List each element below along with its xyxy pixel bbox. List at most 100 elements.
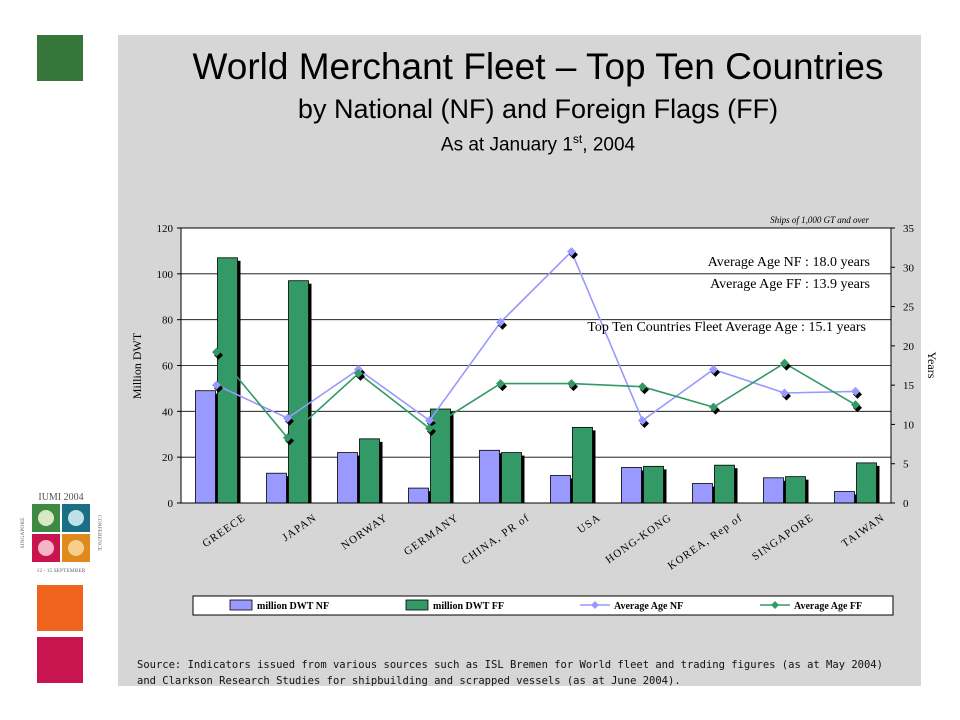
magenta-accent-square xyxy=(37,637,83,683)
bar-ff xyxy=(572,426,593,504)
marker-age-nf xyxy=(709,364,718,374)
y-ticks-right: 0 5 10 15 20 25 30 35 xyxy=(891,223,915,510)
y-tick-label: 0 xyxy=(168,498,174,510)
marker-age-ff xyxy=(354,368,363,378)
annotation-age-ff: Average Age FF : 13.9 years xyxy=(710,277,870,292)
marker-age-ff xyxy=(425,423,434,433)
y2-tick-label: 35 xyxy=(903,223,915,235)
bar-nf xyxy=(621,467,642,504)
legend-marker xyxy=(591,601,599,609)
y-tick-label: 80 xyxy=(162,315,174,327)
x-category-label: NORWAY xyxy=(339,512,390,553)
bar-ff xyxy=(288,280,309,504)
marker-age-nf xyxy=(567,247,576,257)
bar-ff xyxy=(856,462,877,504)
logo-side-text: CONFERENCE xyxy=(96,515,102,552)
y2-tick-label: 25 xyxy=(903,302,915,314)
marker-age-nf xyxy=(851,386,860,396)
legend-swatch xyxy=(405,599,429,611)
bar-ff xyxy=(643,465,664,504)
bar-nf xyxy=(692,483,713,504)
source-line-2: and Clarkson Research Studies for shipbu… xyxy=(137,675,681,687)
y-ticks-left: 0 20 40 60 80 100 120 xyxy=(157,223,181,510)
legend-label: Average Age FF xyxy=(794,601,862,612)
marker-age-ff xyxy=(212,347,221,357)
marker-age-nf xyxy=(283,413,292,423)
legend-label: million DWT NF xyxy=(257,601,329,612)
date-sup: st xyxy=(572,132,583,146)
x-category-label: KOREA, Rep of xyxy=(666,512,745,573)
logo-bottom-text: 12 - 15 SEPTEMBER xyxy=(37,568,86,574)
x-category-label: GERMANY xyxy=(402,512,461,559)
date-prefix: As at January 1 xyxy=(440,134,573,156)
source-note: Source: Indicators issued from various s… xyxy=(137,657,897,689)
conference-logo: IUMI 2004 SINGAPORE CONFERENCE 12 - 15 S… xyxy=(20,492,102,574)
bar-nf xyxy=(479,449,500,504)
marker-age-nf xyxy=(425,416,434,425)
bar-nf xyxy=(550,475,571,504)
annotation-age-nf: Average Age NF : 18.0 years xyxy=(708,255,870,270)
slide-title: World Merchant Fleet – Top Ten Countries xyxy=(192,46,884,87)
x-category-label: SINGAPORE xyxy=(750,512,816,563)
marker-age-nf xyxy=(780,388,789,398)
x-category-label: CHINA, PR of xyxy=(460,512,533,568)
marker-age-nf xyxy=(638,416,647,425)
x-category-label: JAPAN xyxy=(280,512,319,544)
line-age-ff xyxy=(215,351,856,439)
bar-nf xyxy=(266,472,287,504)
bar-nf xyxy=(337,452,358,504)
y-tick-label: 40 xyxy=(162,406,174,418)
bar-ff xyxy=(785,476,806,504)
marker-age-ff xyxy=(638,382,647,392)
slide-subtitle: by National (NF) and Foreign Flags (FF) xyxy=(297,94,779,124)
bar-nf xyxy=(195,390,216,504)
bars xyxy=(195,257,880,504)
marker-age-ff xyxy=(709,402,718,412)
legend-box xyxy=(192,595,894,616)
y-tick-label: 60 xyxy=(162,361,174,373)
green-accent-square xyxy=(37,35,83,81)
y2-tick-label: 30 xyxy=(903,262,915,274)
bar-nf xyxy=(834,491,855,504)
logo-left-text: SINGAPORE xyxy=(20,517,26,549)
legend-label: Average Age NF xyxy=(614,601,683,612)
chart-note: Ships of 1,000 GT and over xyxy=(770,215,869,225)
y-tick-label: 100 xyxy=(157,269,174,281)
y2-tick-label: 15 xyxy=(903,380,915,392)
line-age-nf xyxy=(216,250,856,422)
marker-age-ff xyxy=(283,433,292,443)
chart-legend: million DWT NF million DWT FF Average Age … xyxy=(192,595,894,616)
bar-ff xyxy=(714,464,735,504)
source-line-1: Source: Indicators issued from various s… xyxy=(137,659,883,671)
legend-swatch xyxy=(229,599,253,611)
marker-age-nf xyxy=(212,380,221,390)
lines xyxy=(212,247,862,446)
legend-marker xyxy=(771,601,779,609)
date-suffix: , 2004 xyxy=(582,134,636,156)
bar-nf xyxy=(763,477,784,504)
marker-age-ff xyxy=(780,358,789,368)
annotation-fleet-average: Top Ten Countries Fleet Average Age : 15… xyxy=(587,320,866,335)
y2-tick-label: 20 xyxy=(903,341,915,353)
y2-tick-label: 5 xyxy=(903,459,909,471)
bar-ff xyxy=(501,452,522,504)
bar-ff xyxy=(217,257,238,504)
legend-label: million DWT FF xyxy=(433,601,504,612)
marker-age-ff xyxy=(567,379,576,389)
x-category-label: GREECE xyxy=(200,512,248,550)
x-category-label: USA xyxy=(575,512,603,537)
y-tick-label: 20 xyxy=(162,452,174,464)
y2-axis-label: Years xyxy=(925,352,939,379)
marker-age-nf xyxy=(496,317,505,327)
y2-tick-label: 10 xyxy=(903,419,915,431)
logo-text: IUMI 2004 xyxy=(38,492,83,503)
x-category-label: HONG-KONG xyxy=(603,512,674,567)
orange-accent-square xyxy=(37,585,83,631)
bar-ff xyxy=(359,438,380,504)
bar-nf xyxy=(408,487,429,504)
x-category-label: TAIWAN xyxy=(840,512,888,550)
slide-date: As at January 1st, 2004 xyxy=(118,132,958,156)
marker-age-ff xyxy=(851,400,860,410)
